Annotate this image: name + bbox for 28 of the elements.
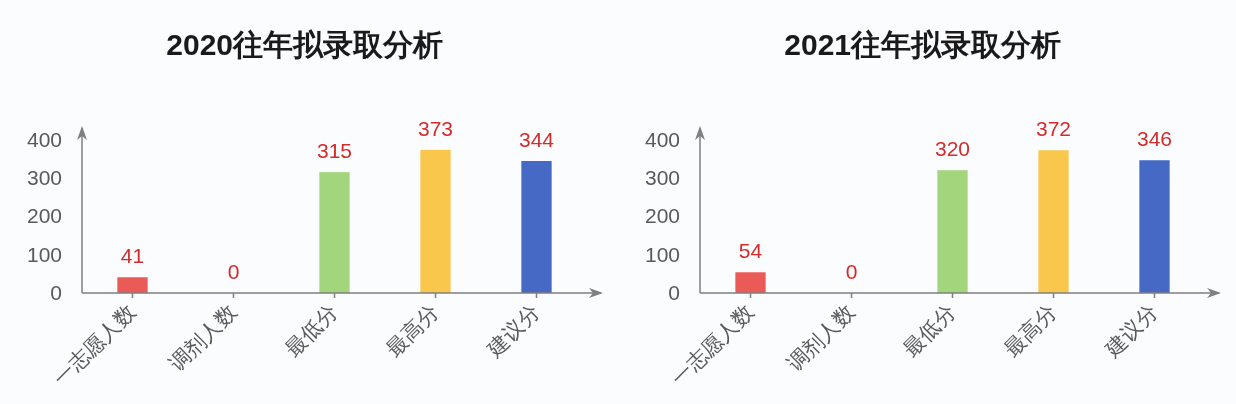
data-label: 320 bbox=[935, 137, 970, 161]
data-label: 41 bbox=[120, 244, 145, 268]
y-tick-label: 100 bbox=[644, 242, 680, 266]
y-tick-label: 400 bbox=[26, 127, 62, 151]
x-tick-label: 调剂人数 bbox=[164, 299, 241, 376]
data-label: 372 bbox=[1036, 117, 1071, 141]
x-tick-label: 调剂人数 bbox=[782, 299, 859, 376]
y-tick-label: 300 bbox=[644, 165, 680, 189]
y-tick-label: 200 bbox=[644, 204, 680, 228]
y-tick-label: 200 bbox=[26, 204, 62, 228]
data-label: 0 bbox=[227, 260, 240, 283]
x-tick-label: 建议分 bbox=[482, 299, 544, 361]
y-tick-label: 400 bbox=[644, 127, 680, 151]
data-label: 0 bbox=[845, 260, 858, 283]
data-label: 373 bbox=[418, 116, 453, 140]
x-tick-label: 最低分 bbox=[898, 299, 960, 361]
title: 2020往年拟录取分析 bbox=[166, 28, 444, 61]
y-tick-label: 300 bbox=[26, 165, 62, 189]
x-tick-label: 最低分 bbox=[280, 299, 342, 361]
x-tick-label: 建议分 bbox=[1100, 299, 1162, 361]
data-label: 315 bbox=[317, 139, 352, 163]
data-label: 344 bbox=[519, 128, 554, 151]
y-tick-label: 100 bbox=[26, 242, 62, 266]
title: 2021往年拟录取分析 bbox=[784, 28, 1062, 61]
data-label: 346 bbox=[1137, 127, 1172, 151]
x-tick-label: 最高分 bbox=[381, 299, 443, 361]
x-tick-label: 最高分 bbox=[999, 299, 1061, 361]
data-label: 54 bbox=[738, 239, 763, 263]
